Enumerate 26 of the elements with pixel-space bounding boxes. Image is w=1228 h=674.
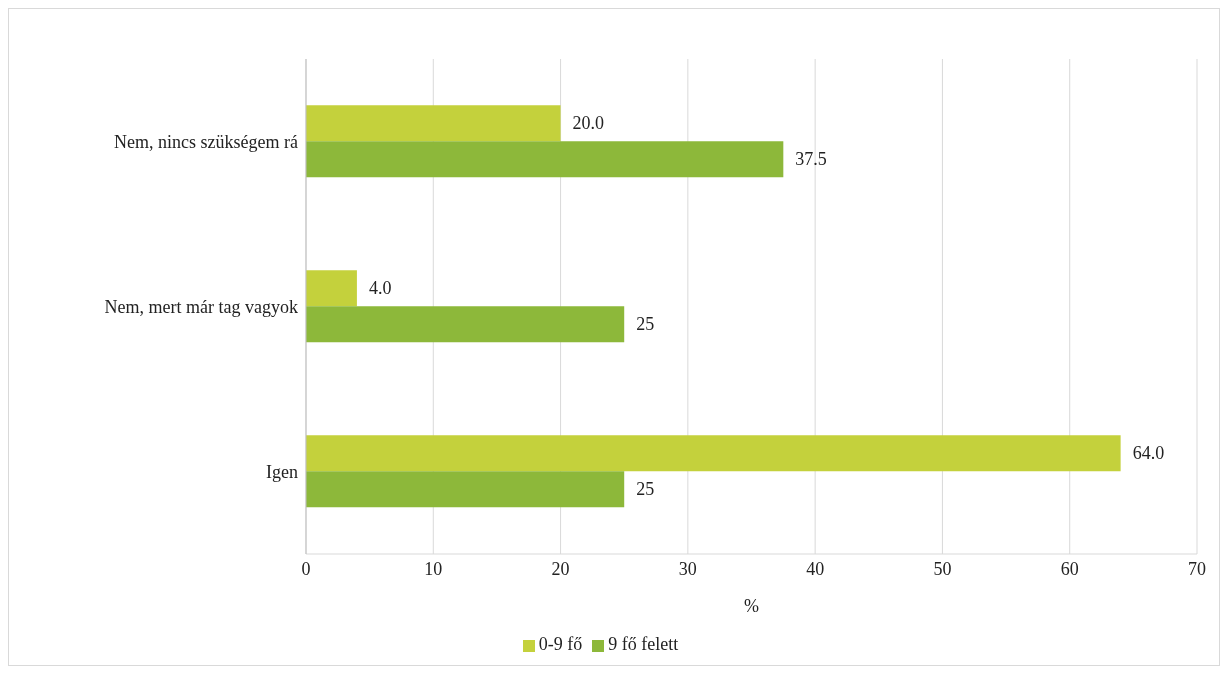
x-axis-title: % — [744, 596, 759, 616]
y-tick-label: Nem, mert már tag vagyok — [104, 296, 298, 317]
data-label: 20.0 — [572, 113, 605, 134]
y-tick-label: Igen — [266, 461, 298, 482]
data-label: 25 — [636, 479, 655, 500]
bar — [306, 105, 561, 142]
bar — [306, 270, 357, 307]
x-tick-label: 50 — [933, 558, 952, 579]
x-tick-label: 70 — [1188, 558, 1206, 579]
legend-label: 9 fő felett — [608, 634, 679, 654]
data-label: 4.0 — [368, 278, 392, 299]
data-label: 64.0 — [1132, 443, 1165, 464]
bar — [306, 471, 625, 508]
bar — [306, 141, 784, 178]
data-label: 37.5 — [795, 149, 827, 170]
x-tick-label: 10 — [424, 558, 443, 579]
x-tick-label: 60 — [1060, 558, 1079, 579]
x-tick-label: 0 — [301, 558, 311, 579]
legend-label: 0-9 fő — [538, 634, 583, 654]
x-tick-label: 20 — [551, 558, 570, 579]
x-tick-label: 30 — [678, 558, 697, 579]
y-tick-label: Nem, nincs szükségem rá — [114, 131, 298, 152]
data-label: 25 — [636, 314, 655, 335]
x-tick-label: 40 — [806, 558, 825, 579]
bar — [306, 306, 625, 343]
bar — [306, 435, 1121, 472]
